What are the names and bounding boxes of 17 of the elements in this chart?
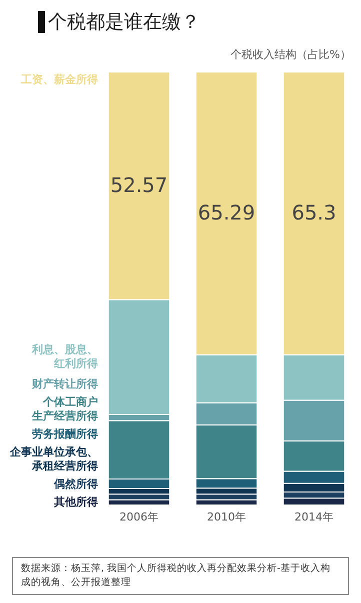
series-label: 企事业单位承包、承租经营所得 (9, 445, 98, 472)
x-tick-label: 2014年 (294, 510, 334, 524)
x-tick-label: 2010年 (207, 510, 246, 524)
x-tick-label: 2006年 (120, 510, 158, 524)
data-label: 65.29 (198, 200, 256, 224)
series-label: 个体工商户生产经营所得 (31, 395, 98, 422)
data-label: 52.57 (110, 172, 168, 197)
series-label: 工资、薪金所得 (20, 73, 98, 86)
chart-subtitle: 个税收入结构（占比%） (230, 47, 352, 63)
data-label: 65.3 (292, 200, 336, 224)
text: 劳务报酬所得 (32, 427, 98, 440)
source-note: 数据来源：杨玉萍, 我国个人所得税的收入再分配效果分析-基于收入构成的视角、公开报道整理 (12, 557, 349, 595)
text: 财产转让所得 (31, 377, 98, 390)
chart-title: 个税都是谁在缴？ (48, 10, 200, 35)
series-label: 利息、股息、红利所得 (31, 343, 98, 370)
series-label: 偶然所得 (53, 477, 98, 490)
series-label: 其他所得 (53, 495, 98, 508)
